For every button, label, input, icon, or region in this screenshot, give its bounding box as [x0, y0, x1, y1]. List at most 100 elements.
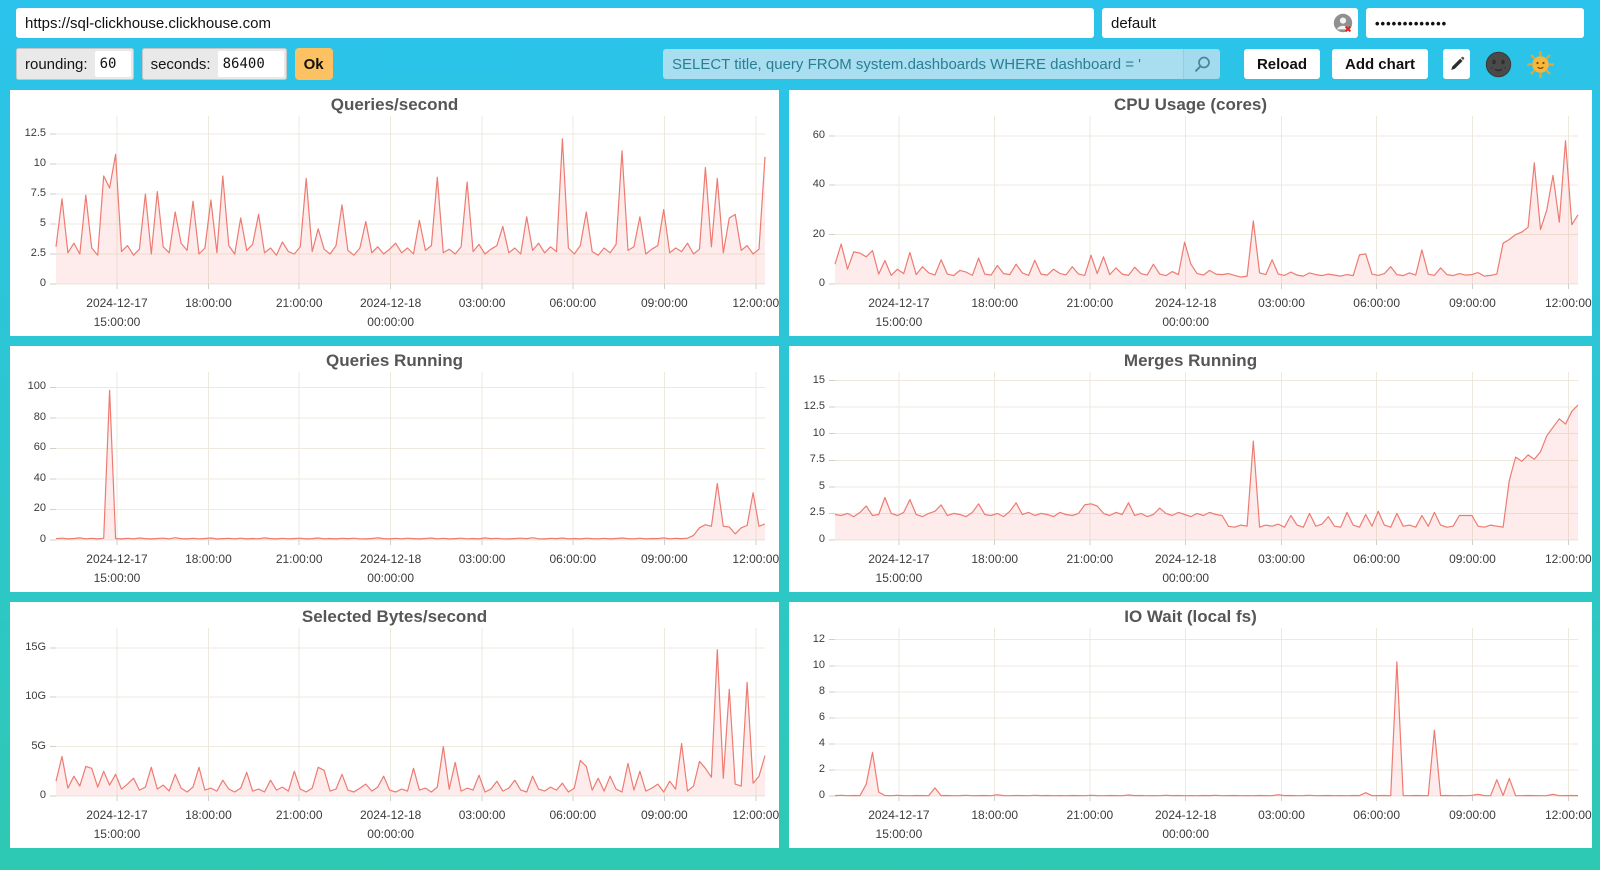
y-axis-label: 60 [812, 128, 825, 141]
chart-card-cpu-usage: CPU Usage (cores) 0 20 40 60 2024-12-17 15:00… [789, 90, 1592, 336]
ok-button[interactable]: Ok [294, 48, 333, 80]
y-axis-label: 0 [39, 277, 46, 289]
chart-canvas[interactable]: 0 20 40 60 80 100 2024-12-17 15:00:00 18:00:00 21… [10, 346, 779, 592]
x-axis-label: 06:00:00 [1353, 808, 1400, 822]
search-button[interactable] [1182, 49, 1220, 79]
dashboard-query-input[interactable] [662, 49, 1183, 79]
x-axis-label: 06:00:00 [549, 296, 597, 310]
y-axis-label: 20 [812, 227, 825, 240]
dark-theme-toggle[interactable] [1485, 51, 1512, 78]
magnifier-icon [1195, 56, 1210, 72]
x-axis-label: 2024-12-18 00:00:00 [1154, 296, 1217, 329]
x-axis-label: 06:00:00 [1353, 552, 1400, 566]
rounding-control: rounding: [16, 48, 134, 80]
chart-canvas[interactable]: 0 20 40 60 2024-12-17 15:00:00 18:00:00 21:00:0… [789, 90, 1592, 336]
y-axis-label: 4 [818, 736, 825, 749]
chart-svg [50, 628, 766, 801]
x-axis-label: 21:00:00 [1066, 808, 1114, 822]
y-axis-label: 10 [33, 157, 46, 169]
x-axis-label: 03:00:00 [1258, 296, 1305, 310]
light-theme-toggle[interactable] [1526, 50, 1555, 78]
pencil-icon [1451, 56, 1465, 70]
x-axis-label: 2024-12-17 15:00:00 [86, 552, 148, 585]
x-axis-label: 03:00:00 [458, 808, 506, 822]
series-line [55, 649, 766, 793]
x-axis-label: 06:00:00 [1353, 296, 1400, 310]
y-axis-label: 12.5 [803, 400, 825, 413]
x-axis-label: 21:00:00 [275, 296, 323, 310]
user-input[interactable] [1102, 8, 1358, 38]
chart-title: Queries/second [330, 95, 459, 114]
series-area [835, 661, 1578, 796]
x-axis-label: 09:00:00 [1449, 808, 1496, 822]
seconds-input[interactable] [217, 51, 284, 77]
y-axis-label: 5G [31, 739, 46, 752]
y-axis-label: 15 [812, 373, 825, 386]
chart-card-io-wait: IO Wait (local fs) 0 2 4 6 8 10 12 2024-12-17 15… [789, 602, 1592, 848]
y-axis-label: 60 [33, 441, 46, 454]
seconds-control: seconds: [141, 48, 287, 80]
mass-edit-button[interactable] [1443, 49, 1470, 79]
x-axis-label: 21:00:00 [1066, 296, 1114, 310]
series-area [56, 138, 765, 284]
chart-canvas[interactable]: 0 2.5 5 7.5 10 12.5 15 2024-12-17 15:00:00 18:00:… [789, 346, 1592, 592]
x-axis-label: 21:00:00 [1066, 552, 1114, 566]
x-axis-label: 03:00:00 [1258, 552, 1305, 566]
y-axis-label: 2.5 [809, 506, 825, 519]
password-manager-icon[interactable] [1333, 13, 1353, 33]
x-axis-label: 21:00:00 [275, 808, 323, 822]
chart-svg [829, 116, 1579, 289]
x-axis-label: 09:00:00 [640, 296, 688, 310]
x-axis-label: 12:00:00 [732, 808, 779, 822]
sun-face-icon [1526, 50, 1555, 78]
moon-face-icon [1485, 51, 1512, 77]
x-axis-label: 18:00:00 [971, 552, 1019, 566]
x-axis-label: 09:00:00 [640, 808, 688, 822]
x-axis-label: 18:00:00 [185, 552, 232, 566]
y-axis-label: 8 [818, 684, 825, 697]
add-chart-button[interactable]: Add chart [1331, 49, 1428, 79]
chart-title: Selected Bytes/second [301, 607, 488, 626]
reload-button[interactable]: Reload [1243, 49, 1320, 79]
chart-card-queries-per-second: Queries/second 0 2.5 5 7.5 10 12.5 2024-12-17 1… [10, 90, 779, 336]
x-axis-label: 09:00:00 [640, 552, 688, 566]
chart-canvas[interactable]: 0 2 4 6 8 10 12 2024-12-17 15:00:00 18:00:00 21:00… [789, 602, 1592, 848]
y-axis-label: 0 [39, 533, 46, 545]
dashboard-grid: Queries/second 0 2.5 5 7.5 10 12.5 2024-12-17 1… [0, 80, 1600, 848]
x-axis-label: 2024-12-17 15:00:00 [868, 808, 930, 841]
y-axis-label: 10G [25, 690, 46, 703]
x-axis-label: 2024-12-17 15:00:00 [868, 296, 930, 329]
chart-canvas[interactable]: 0 5G 10G 15G 2024-12-17 15:00:00 18:00:00 21:00… [10, 602, 779, 848]
y-axis-label: 15G [25, 640, 46, 653]
chart-svg [50, 116, 766, 289]
y-axis-label: 20 [33, 502, 46, 515]
chart-title: IO Wait (local fs) [1124, 607, 1257, 626]
password-input[interactable] [1366, 8, 1584, 38]
x-axis-label: 18:00:00 [971, 296, 1019, 310]
y-axis-label: 0 [818, 533, 825, 545]
seconds-label: seconds: [150, 55, 211, 73]
y-axis-label: 0 [818, 789, 825, 801]
server-url-input[interactable] [16, 8, 1094, 38]
chart-title: Merges Running [1123, 351, 1258, 370]
rounding-input[interactable] [94, 51, 131, 77]
x-axis-label: 18:00:00 [971, 808, 1019, 822]
x-axis-label: 2024-12-18 00:00:00 [359, 296, 422, 329]
series-line [55, 138, 766, 256]
chart-canvas[interactable]: 0 2.5 5 7.5 10 12.5 2024-12-17 15:00:00 18:00:00… [10, 90, 779, 336]
x-axis-label: 21:00:00 [275, 552, 323, 566]
y-axis-label: 80 [33, 410, 46, 423]
x-axis-label: 03:00:00 [1258, 808, 1305, 822]
x-axis-label: 2024-12-18 00:00:00 [1154, 808, 1217, 841]
x-axis-label: 12:00:00 [1544, 296, 1592, 310]
chart-svg [829, 372, 1579, 545]
x-axis-label: 2024-12-17 15:00:00 [86, 808, 148, 841]
y-axis-label: 6 [818, 710, 825, 723]
series-area [56, 390, 765, 540]
chart-card-merges-running: Merges Running 0 2.5 5 7.5 10 12.5 15 2024-12-1… [789, 346, 1592, 592]
x-axis-label: 2024-12-17 15:00:00 [868, 552, 930, 585]
y-axis-label: 2.5 [30, 247, 46, 259]
x-axis-label: 2024-12-18 00:00:00 [1154, 552, 1217, 585]
y-axis-label: 2 [818, 762, 825, 775]
series-line [834, 404, 1579, 528]
